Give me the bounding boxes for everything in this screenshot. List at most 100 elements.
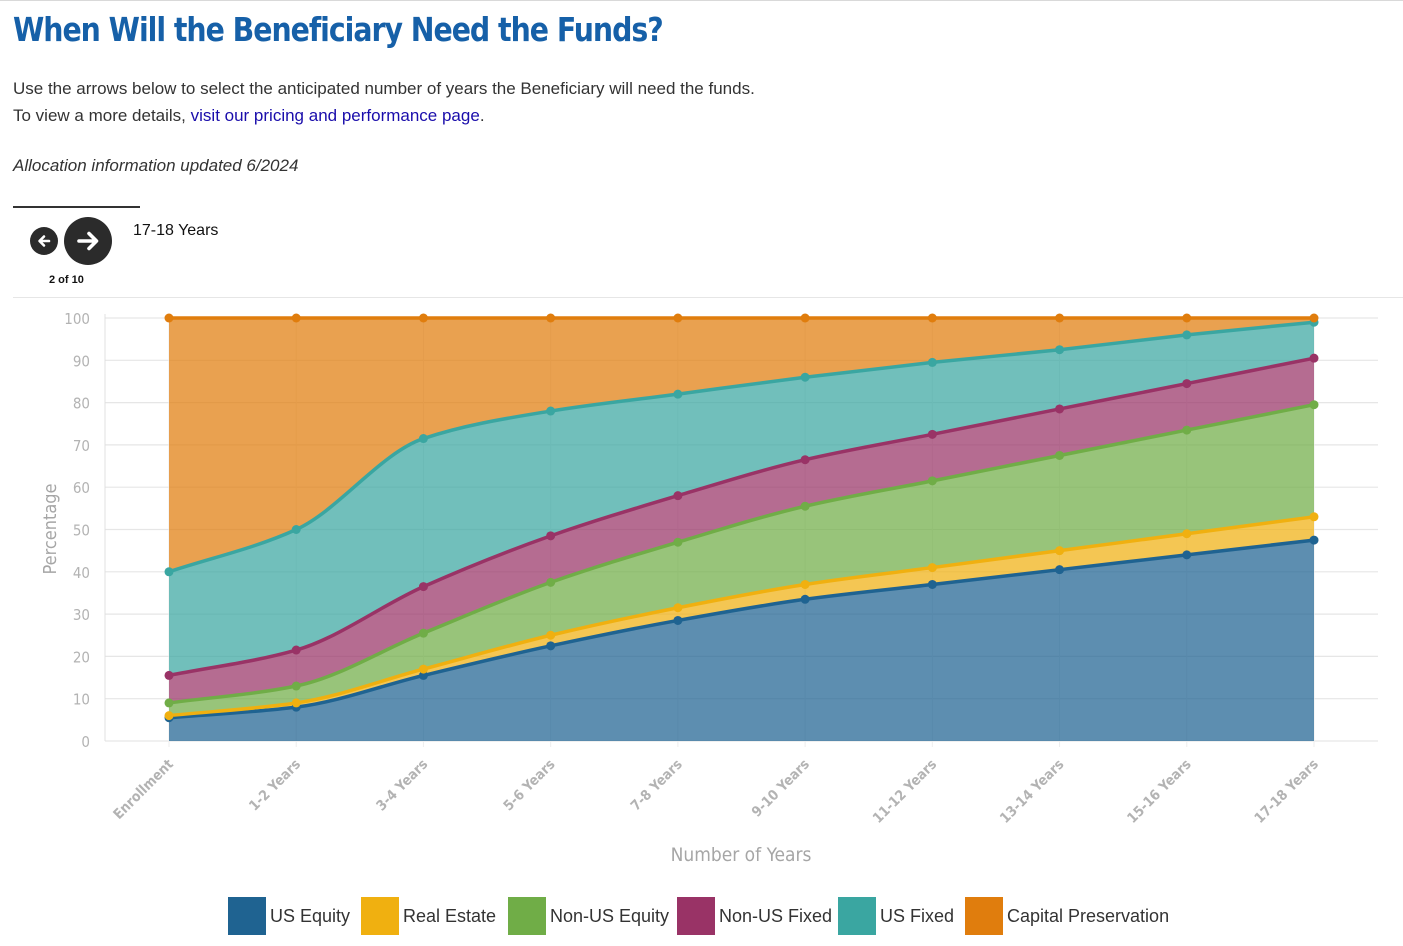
next-button[interactable] — [64, 217, 112, 265]
pricing-performance-link[interactable]: visit our pricing and performance page — [190, 106, 480, 125]
point-non-us-fixed — [291, 645, 301, 655]
arrow-left-icon — [38, 235, 51, 247]
legend-label: Non-US Equity — [550, 905, 670, 926]
point-us-fixed — [800, 372, 810, 382]
point-real-estate — [1309, 512, 1319, 522]
point-capital-preservation — [800, 313, 810, 323]
point-capital-preservation — [291, 313, 301, 323]
point-non-us-equity — [927, 476, 937, 486]
chart-separator — [13, 297, 1403, 298]
point-real-estate — [673, 603, 683, 613]
x-axis-title: Number of Years — [671, 844, 812, 866]
x-tick-label: 15-16 Years — [1124, 757, 1194, 827]
y-tick-label: 90 — [73, 352, 90, 370]
details-prefix: To view a more details, — [13, 106, 191, 125]
point-real-estate — [1182, 529, 1192, 539]
point-non-us-equity — [418, 628, 428, 638]
legend-item[interactable]: Real Estate — [361, 896, 496, 936]
arrow-right-icon — [77, 231, 99, 251]
point-us-fixed — [1182, 330, 1192, 340]
page-title: When Will the Beneficiary Need the Funds… — [13, 10, 664, 49]
point-us-equity — [418, 670, 428, 680]
legend-label: Real Estate — [403, 905, 497, 926]
point-non-us-equity — [164, 698, 174, 708]
point-capital-preservation — [164, 313, 174, 323]
point-non-us-fixed — [1182, 379, 1192, 389]
y-tick-label: 40 — [73, 564, 90, 582]
point-capital-preservation — [1182, 313, 1192, 323]
instructions-text: Use the arrows below to select the antic… — [13, 79, 755, 98]
legend-label: Non-US Fixed — [719, 905, 833, 926]
point-non-us-fixed — [164, 670, 174, 680]
area-capital-preservation — [169, 318, 1314, 572]
point-non-us-equity — [800, 501, 810, 511]
y-axis-title: Percentage — [40, 483, 61, 574]
legend-label: US Fixed — [880, 905, 955, 926]
point-capital-preservation — [418, 313, 428, 323]
point-non-us-equity — [1309, 400, 1319, 410]
point-non-us-fixed — [1055, 404, 1065, 414]
y-tick-label: 70 — [73, 437, 90, 455]
legend-swatch — [965, 897, 1003, 935]
chart-legend: US Equity Real Estate Non-US Equity Non-US … — [0, 896, 1403, 936]
point-non-us-equity — [673, 537, 683, 547]
point-us-fixed — [1055, 345, 1065, 355]
point-us-fixed — [673, 389, 683, 399]
y-tick-label: 80 — [73, 395, 90, 413]
legend-swatch — [508, 897, 546, 935]
legend-label: Capital Preservation — [1007, 905, 1170, 926]
x-tick-label: 3-4 Years — [373, 757, 431, 815]
legend-swatch — [228, 897, 266, 935]
point-us-equity — [673, 615, 683, 625]
y-tick-label: 0 — [81, 733, 90, 751]
point-non-us-fixed — [800, 455, 810, 465]
legend-item[interactable]: Capital Preservation — [965, 896, 1169, 936]
line-real-estate — [168, 515, 1315, 718]
point-real-estate — [164, 711, 174, 721]
point-us-fixed — [418, 434, 428, 444]
point-us-fixed — [291, 525, 301, 534]
legend-swatch — [838, 897, 876, 935]
selected-period-label: 17-18 Years — [133, 222, 219, 239]
x-tick-label: 1-2 Years — [246, 757, 304, 815]
point-us-equity — [1055, 565, 1065, 575]
point-non-us-equity — [1055, 450, 1065, 460]
prev-button[interactable] — [30, 227, 58, 255]
point-us-equity — [800, 594, 810, 604]
x-tick-label: 9-10 Years — [749, 757, 813, 821]
legend-item[interactable]: Non-US Equity — [508, 896, 669, 936]
point-non-us-fixed — [546, 531, 556, 541]
x-tick-label: 11-12 Years — [870, 757, 940, 827]
point-non-us-fixed — [673, 491, 683, 501]
page-counter: 2 of 10 — [49, 274, 84, 286]
point-capital-preservation — [927, 313, 937, 323]
point-us-equity — [927, 579, 937, 589]
allocation-area-chart: 0 10 20 30 40 50 60 70 80 90 100 Enrollment 1-2 Year… — [40, 310, 1378, 866]
legend-item[interactable]: Non-US Fixed — [677, 896, 832, 936]
area-non-us-equity — [169, 404, 1314, 716]
x-tick-label: 13-14 Years — [997, 757, 1067, 827]
line-us-fixed — [168, 320, 1315, 574]
point-capital-preservation — [1055, 313, 1065, 323]
point-non-us-equity — [546, 577, 556, 587]
point-us-equity — [546, 641, 556, 651]
point-us-fixed — [546, 406, 556, 416]
point-us-fixed — [164, 567, 174, 577]
y-tick-label: 100 — [64, 310, 90, 328]
legend-item[interactable]: US Equity — [228, 896, 350, 936]
point-capital-preservation — [673, 313, 683, 323]
point-us-equity — [1309, 535, 1319, 545]
legend-item[interactable]: US Fixed — [838, 896, 954, 936]
line-us-equity — [168, 538, 1315, 720]
details-text: To view a more details, visit our pricin… — [13, 106, 485, 126]
x-tick-label: 7-8 Years — [628, 757, 686, 815]
area-us-fixed — [169, 322, 1314, 676]
legend-swatch — [361, 897, 399, 935]
x-tick-label: Enrollment — [111, 757, 177, 823]
top-border — [0, 0, 1403, 1]
x-tick-label: 5-6 Years — [501, 757, 559, 815]
details-suffix: . — [479, 106, 485, 125]
area-us-equity — [169, 540, 1314, 741]
point-capital-preservation — [546, 313, 556, 323]
point-non-us-fixed — [1309, 353, 1319, 363]
